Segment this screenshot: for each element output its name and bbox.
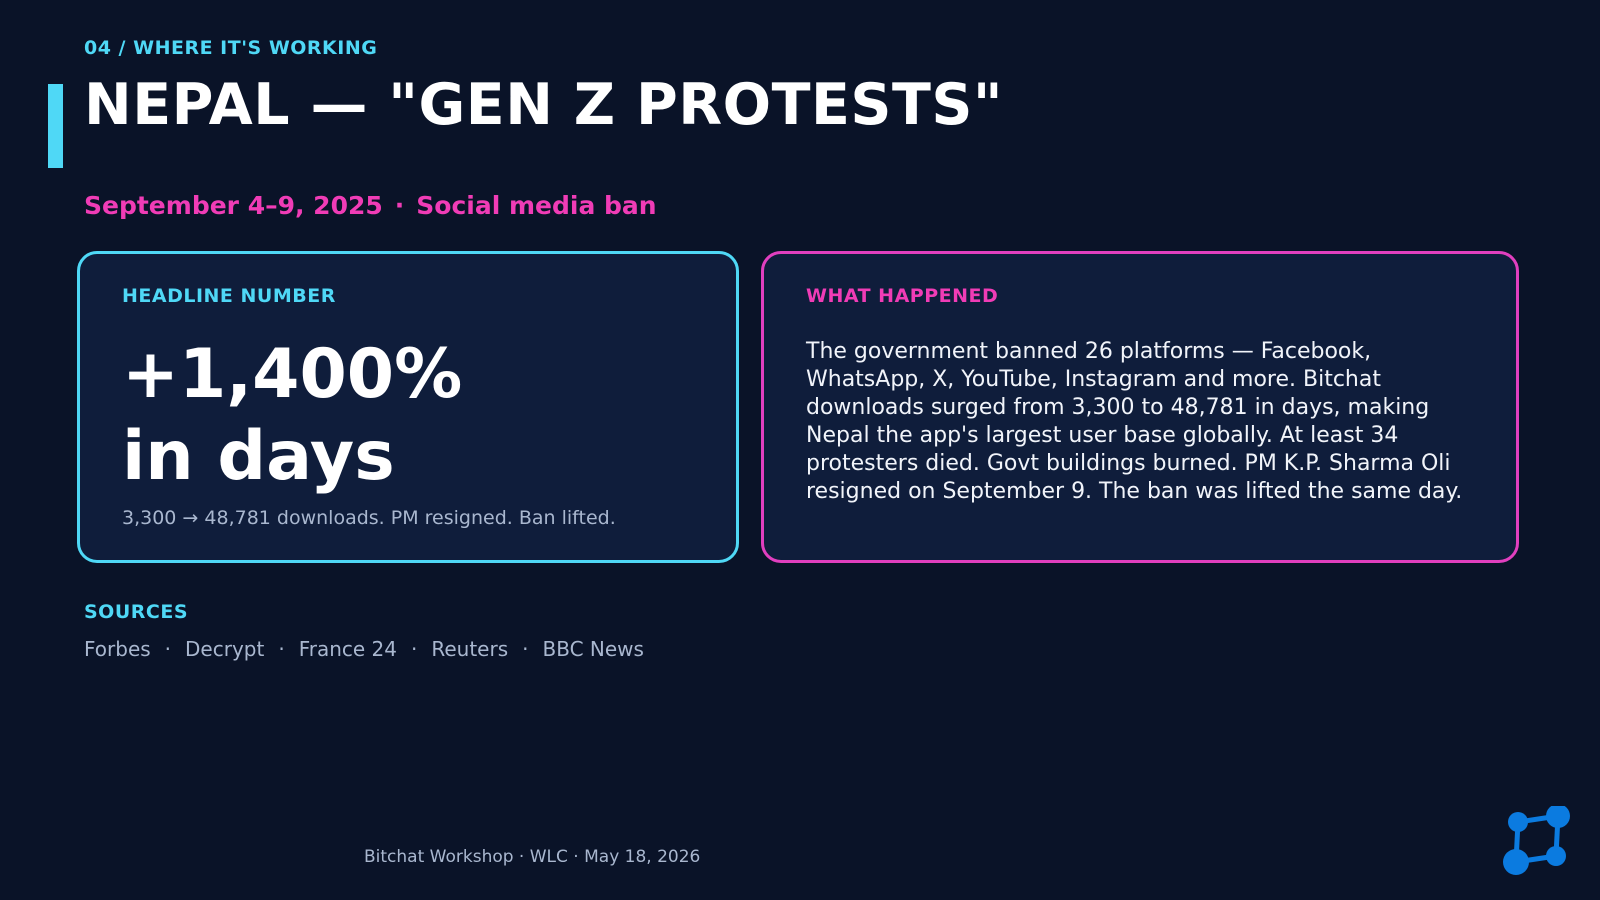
title-accent-bar [48, 84, 63, 168]
network-nodes-icon [1503, 806, 1570, 875]
sources-list: Forbes · Decrypt · France 24 · Reuters · BBC New… [84, 637, 644, 661]
what-happened-body: The government banned 26 platforms — Fac… [806, 339, 1463, 504]
headline-card-label: HEADLINE NUMBER [122, 285, 336, 307]
source-separator: · [164, 637, 172, 661]
what-happened-card: WHAT HAPPENED The government banned 26 p… [761, 251, 1519, 563]
source-separator: · [278, 637, 285, 661]
source-item: Forbes [84, 637, 151, 661]
sources-label: SOURCES [84, 601, 189, 623]
headline-number: +1,400% in days [122, 334, 462, 498]
source-item: BBC News [542, 637, 644, 661]
subtitle-topic: Social media ban [416, 191, 657, 220]
source-item: Reuters [431, 637, 509, 661]
headline-number-value: +1,400% [122, 335, 463, 414]
subtitle-date: September 4–9, 2025 [84, 191, 383, 220]
subtitle: September 4–9, 2025 · Social media ban [84, 191, 657, 220]
subtitle-separator: · [394, 191, 405, 220]
source-separator: · [522, 637, 529, 661]
headline-caption: 3,300 → 48,781 downloads. PM resigned. B… [122, 507, 616, 529]
source-separator: · [411, 637, 418, 661]
source-item: France 24 [298, 637, 397, 661]
page-title: NEPAL — "GEN Z PROTESTS" [84, 72, 1004, 138]
source-item: Decrypt [185, 637, 265, 661]
footer: Bitchat Workshop · WLC · May 18, 2026 [364, 847, 701, 867]
section-label: 04 / WHERE IT'S WORKING [84, 37, 378, 59]
what-happened-label: WHAT HAPPENED [806, 285, 999, 307]
headline-number-period: in days [122, 417, 395, 496]
headline-number-card: HEADLINE NUMBER +1,400% in days 3,300 → … [77, 251, 739, 563]
